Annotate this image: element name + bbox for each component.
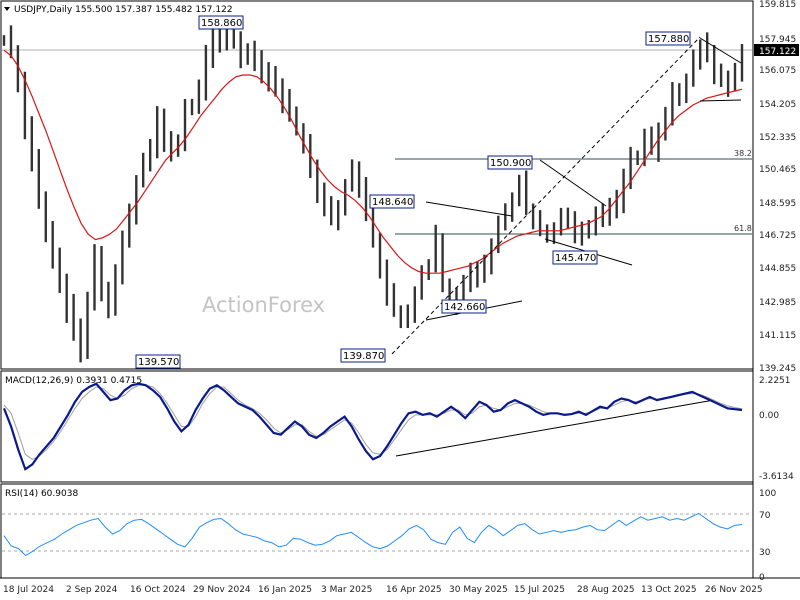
price-tick: 156.075 [759, 66, 796, 76]
date-tick: 3 Mar 2025 [321, 585, 372, 595]
price-tick: 157.945 [759, 35, 796, 45]
macd-tick: -3.6134 [759, 472, 794, 482]
price-y-axis: 159.815 157.945 156.075 154.205 152.335 … [754, 0, 799, 374]
price-header: USDJPY,Daily 155.500 157.387 155.482 157… [14, 5, 233, 15]
fib-38-label: 38.2 [734, 149, 752, 158]
date-tick: 2 Sep 2024 [66, 585, 118, 595]
price-tick: 148.595 [759, 199, 796, 209]
macd-tick: 2.2251 [759, 376, 791, 386]
rsi-header: RSI(14) 60.9038 [5, 489, 78, 499]
triangle-upper-line [425, 201, 513, 217]
label-157880: 157.880 [648, 34, 689, 45]
price-tick: 146.725 [759, 231, 796, 241]
current-price-badge [754, 44, 799, 56]
date-tick: 16 Apr 2025 [386, 585, 442, 595]
macd-y-axis: 2.2251 0.00 -3.6134 [759, 376, 794, 482]
date-tick: 16 Jan 2025 [258, 585, 312, 595]
price-annotations: 158.860 157.880 150.900 148.640 145.470 … [135, 15, 691, 369]
price-tick: 139.245 [759, 364, 796, 374]
rsi-tick: 0 [759, 573, 765, 583]
price-tick: 142.985 [759, 298, 796, 308]
rsi-line [3, 512, 743, 557]
rsi-tick: 70 [759, 511, 771, 521]
date-tick: 15 Jul 2025 [514, 585, 565, 595]
watermark: ActionForex [202, 293, 325, 317]
rsi-tick: 30 [759, 548, 771, 558]
macd-trendline [395, 399, 715, 457]
rsi-y-axis: 100 70 30 0 [759, 489, 776, 583]
macd-signal-line [3, 384, 743, 460]
price-tick: 141.115 [759, 331, 796, 341]
flag-lower-line [699, 99, 742, 102]
macd-header: MACD(12,26,9) 0.3931 0.4715 [5, 376, 142, 386]
label-158860: 158.860 [201, 18, 242, 29]
wedge-upper-line [539, 159, 607, 207]
date-tick: 13 Oct 2025 [641, 585, 697, 595]
date-tick: 16 Oct 2024 [130, 585, 186, 595]
fib-61-label: 61.8 [734, 224, 752, 233]
label-145470: 145.470 [555, 253, 596, 264]
rsi-tick: 100 [759, 489, 776, 499]
price-tick: 159.815 [759, 0, 796, 10]
time-x-axis: 18 Jul 2024 2 Sep 2024 16 Oct 2024 29 No… [3, 585, 763, 595]
price-tick: 150.465 [759, 165, 796, 175]
label-148640: 148.640 [372, 197, 413, 208]
moving-average-line [3, 49, 743, 274]
price-bars [2, 16, 744, 363]
label-139570: 139.570 [138, 357, 179, 368]
date-tick: 30 May 2025 [449, 585, 508, 595]
label-139870: 139.870 [343, 351, 384, 362]
date-tick: 26 Nov 2025 [705, 585, 763, 595]
price-tick: 144.855 [759, 264, 796, 274]
current-price-label: 157.122 [759, 47, 796, 57]
label-142660: 142.660 [444, 302, 485, 313]
date-tick: 29 Nov 2024 [193, 585, 251, 595]
date-tick: 28 Aug 2025 [577, 585, 635, 595]
date-tick: 18 Jul 2024 [3, 585, 54, 595]
price-tick: 152.335 [759, 133, 796, 143]
symbol-dropdown-icon[interactable] [4, 7, 10, 11]
label-150900: 150.900 [490, 158, 531, 169]
flag-upper-line [699, 37, 742, 64]
price-tick: 154.205 [759, 100, 796, 110]
macd-line [2, 382, 743, 471]
macd-tick: 0.00 [759, 411, 779, 421]
